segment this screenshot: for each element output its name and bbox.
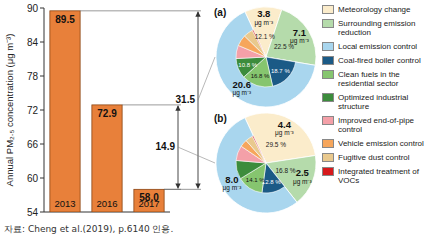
y-tick — [40, 110, 44, 111]
connector-line — [198, 57, 215, 100]
annotation: 31.5 — [176, 94, 196, 105]
pie-value-number: 7.1 — [293, 27, 307, 38]
pie-value-label: 3.8μg m⁻³ — [254, 8, 274, 27]
pie-value-label: 8.0μg m⁻³ — [223, 174, 243, 193]
legend-item: Local emission control — [322, 42, 435, 51]
legend-item: Optimized industrial structure — [322, 93, 435, 111]
legend-item: Coal-fired boiler control — [322, 56, 435, 65]
pie-value-label: 20.6μg m⁻³ — [232, 79, 252, 98]
pie-value-number: 8.0 — [225, 174, 238, 185]
source-note: 자료: Cheng et al.(2019), p.6140 인용. — [4, 224, 173, 234]
pie-value-number: 20.6 — [233, 79, 252, 90]
y-tick — [40, 76, 44, 77]
category-label: 2013 — [54, 198, 75, 209]
legend-label: Vehicle emission control — [338, 139, 424, 148]
pie-value-unit: μg m⁻³ — [293, 178, 313, 186]
legend-swatch — [322, 5, 334, 14]
pie-value-label: 2.5μg m⁻³ — [293, 167, 313, 186]
pie: 4.4μg m⁻³2.5μg m⁻³8.0μg m⁻³29.5 %16.8 %1… — [216, 113, 316, 213]
pie-sub-slice — [246, 136, 266, 163]
y-tick-label: 60 — [27, 173, 39, 184]
annotation: 14.9 — [156, 141, 176, 152]
legend-item: Fugitive dust control — [322, 153, 435, 162]
legend-swatch — [322, 153, 334, 162]
pie-sub-label: 14.1 % — [246, 177, 265, 183]
pie-share-label: 22.5 % — [274, 43, 294, 50]
y-tick-label: 90 — [27, 3, 39, 14]
y-tick — [40, 144, 44, 145]
connector-line — [178, 147, 215, 163]
bar — [50, 11, 80, 212]
legend-swatch — [322, 42, 334, 51]
legend-swatch — [322, 19, 334, 28]
reference-line — [122, 104, 181, 105]
legend-item: Clean fuels in the residential sector — [322, 70, 435, 88]
legend-label: Surrounding emission reduction — [338, 19, 435, 37]
pie-slice — [216, 118, 297, 213]
pie-value-number: 3.8 — [257, 8, 270, 19]
legend-swatch — [322, 56, 334, 65]
data-label: 72.9 — [97, 108, 117, 119]
pie-share-label: 12.1 % — [255, 33, 275, 40]
pie-share-label: 29.5 % — [266, 141, 286, 148]
pie-value-number: 2.5 — [296, 167, 310, 178]
legend-label: Integrated treatment of VOCs — [338, 167, 435, 185]
reference-line — [80, 10, 201, 11]
legend-swatch — [322, 70, 334, 79]
legend-label: Clean fuels in the residential sector — [338, 70, 435, 88]
y-tick-label: 66 — [27, 139, 39, 150]
y-tick-label: 72 — [27, 105, 39, 116]
legend-label: Meteorology change — [338, 5, 411, 14]
pie-slice — [216, 12, 315, 107]
legend-label: Fugitive dust control — [338, 153, 410, 162]
legend-label: Coal-fired boiler control — [338, 56, 421, 65]
bar — [134, 189, 164, 212]
pie-value-unit: μg m⁻³ — [223, 184, 243, 192]
pie-share-label: 16.8 % — [275, 167, 295, 174]
reference-line — [164, 189, 201, 190]
legend-item: Vehicle emission control — [322, 139, 435, 148]
legend-item: Meteorology change — [322, 5, 435, 14]
pie-sub-label: 18.7 % — [271, 68, 290, 74]
legend: Meteorology change Surrounding emission r… — [322, 5, 435, 190]
pie-sub-label: 10.8 % — [238, 62, 257, 68]
pie-title: (a) — [214, 7, 226, 18]
bar — [92, 105, 122, 212]
legend-swatch — [322, 93, 334, 102]
legend-label: Local emission control — [338, 42, 417, 51]
bars — [50, 11, 164, 212]
legend-item: Surrounding emission reduction — [322, 19, 435, 37]
pie-value-number: 4.4 — [278, 119, 292, 130]
y-tick — [40, 42, 44, 43]
y-tick-label: 84 — [27, 37, 39, 48]
y-tick-label: 78 — [27, 71, 39, 82]
pie-sub-label: 16.8 % — [251, 73, 270, 79]
legend-label: Optimized industrial structure — [338, 93, 435, 111]
category-label: 2016 — [96, 198, 117, 209]
legend-swatch — [322, 139, 334, 148]
legend-swatch — [322, 116, 334, 125]
y-axis-label: Annual PM₂.₅ concentration (μg m⁻³) — [4, 34, 15, 187]
y-tick — [40, 212, 44, 213]
pie-value-unit: μg m⁻³ — [275, 129, 295, 137]
y-tick — [40, 8, 44, 9]
pie-title: (b) — [214, 113, 227, 124]
pie-value-unit: μg m⁻³ — [232, 89, 252, 97]
pie-sub-slice — [252, 136, 266, 163]
y-tick-label: 54 — [27, 207, 39, 218]
pie-value-unit: μg m⁻³ — [254, 19, 274, 27]
legend-item: Improved end-of-pipe control — [322, 116, 435, 134]
data-label: 89.5 — [55, 14, 75, 25]
legend-swatch — [322, 167, 334, 176]
legend-item: Integrated treatment of VOCs — [322, 167, 435, 185]
pie-value-label: 4.4μg m⁻³ — [275, 119, 295, 138]
y-tick — [40, 178, 44, 179]
pie-sub-label: 12.8 % — [262, 179, 281, 185]
pie: 3.8μg m⁻³7.1μg m⁻³20.6μg m⁻³12.1 %22.5 %… — [216, 7, 316, 107]
legend-label: Improved end-of-pipe control — [338, 116, 435, 134]
reference-line — [164, 189, 181, 190]
data-label: 58.0 — [139, 192, 159, 203]
